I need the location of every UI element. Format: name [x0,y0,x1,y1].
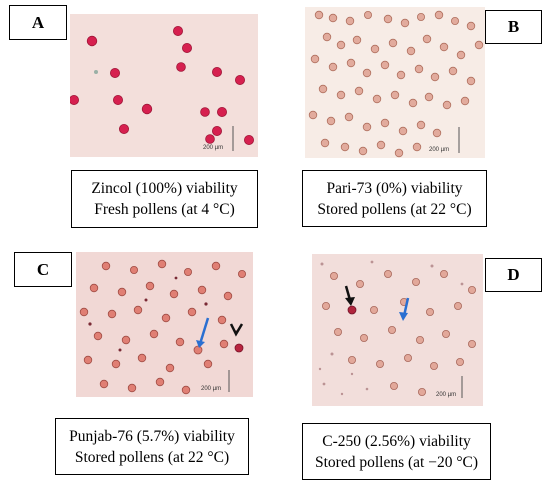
caption-a-line1: Zincol (100%) viability [91,180,238,197]
caption-b-line1: Pari-73 (0%) viability [326,179,463,197]
caption-b-line2: Stored pollens (at 22 °C) [317,200,472,218]
black-arrow-d [344,285,355,306]
panel-label-b: B [485,10,542,44]
scale-bar-label-a: 200 µm [203,145,223,151]
panel-label-c: C [14,252,72,287]
caption-a-line2: Fresh pollens (at 4 °C) [94,201,235,218]
scale-bar-label-c: 200 µm [201,386,221,392]
caption-c: Punjab-76 (5.7%) viability Stored pollen… [55,418,249,475]
caption-d-line1: C-250 (2.56%) viability [322,432,471,450]
blue-arrow-c [196,317,210,348]
micrograph-a: 200 µm [70,14,258,157]
scale-bar-label-b: 200 µm [429,147,449,153]
caption-c-line1: Punjab-76 (5.7%) viability [69,427,235,445]
black-arrow-c [229,323,244,337]
panel-label-a: A [9,5,67,40]
scale-bar-label-d: 200 µm [436,392,456,398]
micrograph-d: 200 µm [312,254,483,406]
micrograph-c: 200 µm [76,252,253,397]
caption-a: Zincol (100%) viability Fresh pollens (a… [71,170,258,228]
panel-label-d: D [485,258,542,292]
blue-arrow-d [399,297,410,321]
caption-d: C-250 (2.56%) viability Stored pollens (… [302,423,491,480]
micrograph-b: 200 µm [305,7,485,158]
caption-b: Pari-73 (0%) viability Stored pollens (a… [302,170,487,227]
caption-d-line2: Stored pollens (at −20 °C) [314,453,479,471]
caption-c-line2: Stored pollens (at 22 °C) [74,448,230,466]
